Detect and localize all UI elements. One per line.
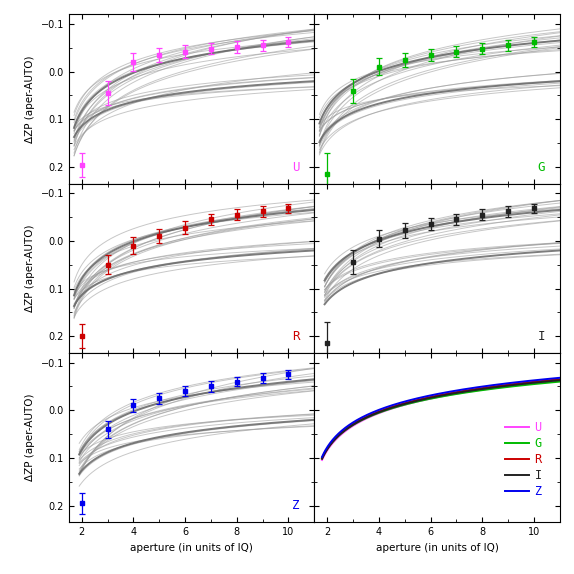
- Text: Z: Z: [292, 499, 300, 512]
- Y-axis label: ΔZP (aper-AUTO): ΔZP (aper-AUTO): [25, 224, 35, 312]
- X-axis label: aperture (in units of IQ): aperture (in units of IQ): [130, 543, 253, 553]
- Text: I: I: [537, 330, 545, 343]
- Text: G: G: [537, 161, 545, 173]
- X-axis label: aperture (in units of IQ): aperture (in units of IQ): [375, 543, 498, 553]
- Y-axis label: ΔZP (aper-AUTO): ΔZP (aper-AUTO): [25, 55, 35, 143]
- Text: U: U: [292, 161, 300, 173]
- Y-axis label: ΔZP (aper-AUTO): ΔZP (aper-AUTO): [25, 394, 35, 482]
- Text: R: R: [292, 330, 300, 343]
- Legend: U, G, R, I, Z: U, G, R, I, Z: [501, 417, 546, 503]
